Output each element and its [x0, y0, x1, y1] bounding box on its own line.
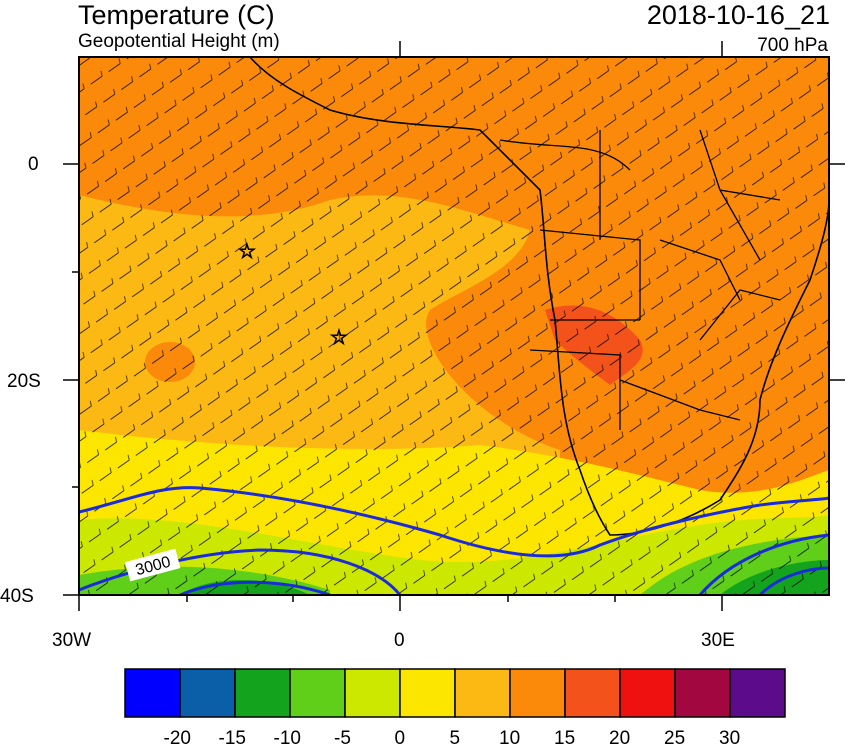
colorbar-label: 30 — [719, 728, 741, 749]
colorbar-label: -5 — [334, 728, 351, 749]
lat-label-40s: 40S — [0, 586, 34, 607]
station-marker: ☆ — [330, 327, 348, 349]
height-contour — [79, 486, 829, 558]
colorbar-swatch — [289, 668, 346, 718]
axis-ticks — [63, 41, 845, 611]
lat-label-0: 0 — [28, 154, 39, 175]
colorbar — [124, 668, 786, 718]
colorbar-label: -15 — [218, 728, 246, 749]
colorbar-label: 5 — [449, 728, 461, 749]
colorbar-label: 0 — [394, 728, 406, 749]
wind-barbs — [79, 57, 829, 595]
colorbar-label: 20 — [609, 728, 631, 749]
map-title: Temperature (C) — [78, 0, 275, 30]
colorbar-swatch — [729, 668, 786, 718]
colorbar-label: 10 — [499, 728, 521, 749]
colorbar-swatch — [344, 668, 401, 718]
country-borders — [499, 129, 781, 430]
lon-label-0: 0 — [394, 630, 405, 651]
map-frame — [78, 56, 830, 596]
colorbar-swatch — [674, 668, 731, 718]
height-contour — [179, 580, 331, 595]
colorbar-swatch — [454, 668, 511, 718]
colorbar-swatch — [509, 668, 566, 718]
colorbar-swatch — [619, 668, 676, 718]
valid-time: 2018-10-16_21 — [646, 0, 830, 30]
colorbar-label: 15 — [554, 728, 576, 749]
colorbar-swatch — [564, 668, 621, 718]
colorbar-label: -10 — [273, 728, 301, 749]
colorbar-swatch — [124, 668, 181, 718]
temperature-field: ☆ ☆ 3000 — [79, 57, 829, 595]
map-subtitle: Geopotential Height (m) — [78, 31, 280, 52]
colorbar-swatch — [399, 668, 456, 718]
colorbar-swatch — [234, 668, 291, 718]
colorbar-label: -20 — [163, 728, 191, 749]
station-marker: ☆ — [238, 241, 256, 263]
lon-label-30w: 30W — [52, 630, 92, 651]
lat-label-20s: 20S — [7, 371, 41, 392]
colorbar-swatch — [179, 668, 236, 718]
lon-label-30e: 30E — [701, 630, 735, 651]
height-contour — [698, 533, 829, 595]
colorbar-label: 25 — [664, 728, 686, 749]
coastline — [249, 57, 829, 536]
pressure-level: 700 hPa — [757, 35, 828, 56]
height-contour — [758, 566, 829, 595]
